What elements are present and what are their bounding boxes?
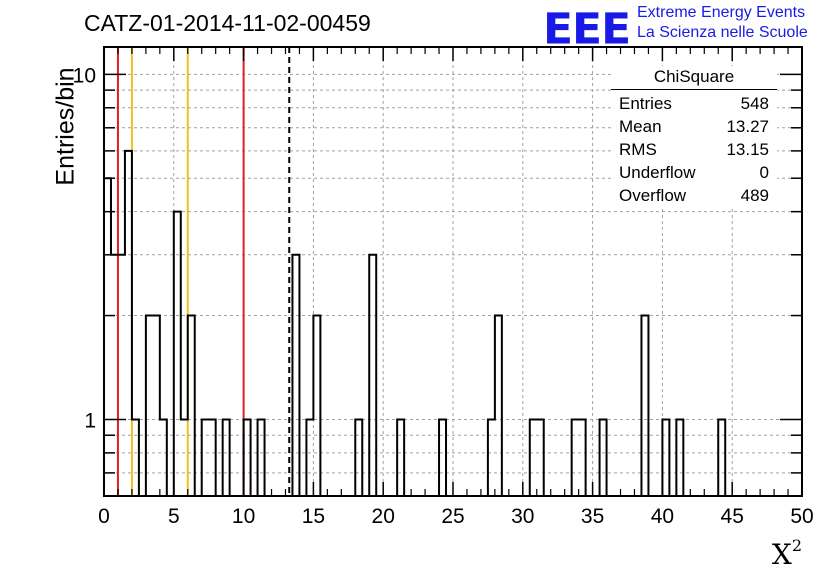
logo-subtitle-line1: Extreme Energy Events xyxy=(637,4,806,21)
stats-value: 0 xyxy=(759,163,769,182)
x-tick-label: 20 xyxy=(372,505,395,528)
stats-box: ChiSquare Entries 548 Mean 13.27 RMS 13.15 … xyxy=(611,66,777,207)
y-tick-label: 1 xyxy=(84,409,96,432)
x-tick-label: 5 xyxy=(168,505,180,528)
x-tick-label: 10 xyxy=(232,505,255,528)
stats-value: 13.27 xyxy=(726,117,769,136)
y-axis-label: Entries/bin xyxy=(51,67,80,186)
eee-logo: EEE xyxy=(543,4,631,55)
stats-label: Underflow xyxy=(619,163,696,182)
chart-title: CATZ-01-2014-11-02-00459 xyxy=(84,10,371,36)
y-tick-label: 10 xyxy=(73,64,96,87)
stats-value: 489 xyxy=(740,186,769,205)
x-axis-label-symbol: X xyxy=(771,538,792,571)
axis-tick-labels: 0 5 10 15 20 25 30 35 40 45 50 1 10 xyxy=(73,64,814,528)
stats-row-entries: Entries 548 xyxy=(611,92,777,115)
stats-row-underflow: Underflow 0 xyxy=(611,161,777,184)
logo-subtitle-line2: La Scienza nelle Scuole xyxy=(637,24,808,41)
marker-lines xyxy=(116,47,291,496)
stats-label: Entries xyxy=(619,94,672,113)
stats-row-rms: RMS 13.15 xyxy=(611,138,777,161)
x-tick-label: 25 xyxy=(441,505,464,528)
axis-ticks xyxy=(103,47,803,497)
x-tick-label: 50 xyxy=(790,505,813,528)
grid-lines xyxy=(104,47,802,497)
stats-label: RMS xyxy=(619,140,657,159)
stats-label: Overflow xyxy=(619,186,687,205)
x-tick-label: 15 xyxy=(302,505,325,528)
stats-label: Mean xyxy=(619,117,662,136)
stats-row-mean: Mean 13.27 xyxy=(611,115,777,138)
x-axis-label-superscript: 2 xyxy=(791,536,802,555)
x-tick-label: 30 xyxy=(511,505,534,528)
stats-value: 13.15 xyxy=(726,140,769,159)
x-tick-label: 45 xyxy=(721,505,744,528)
stats-box-title: ChiSquare xyxy=(611,66,777,90)
x-axis-label: X2 xyxy=(771,536,802,571)
x-tick-label: 35 xyxy=(581,505,604,528)
x-tick-label: 40 xyxy=(651,505,674,528)
stats-value: 548 xyxy=(740,94,769,113)
x-tick-label: 0 xyxy=(98,505,110,528)
stats-row-overflow: Overflow 489 xyxy=(611,184,777,207)
